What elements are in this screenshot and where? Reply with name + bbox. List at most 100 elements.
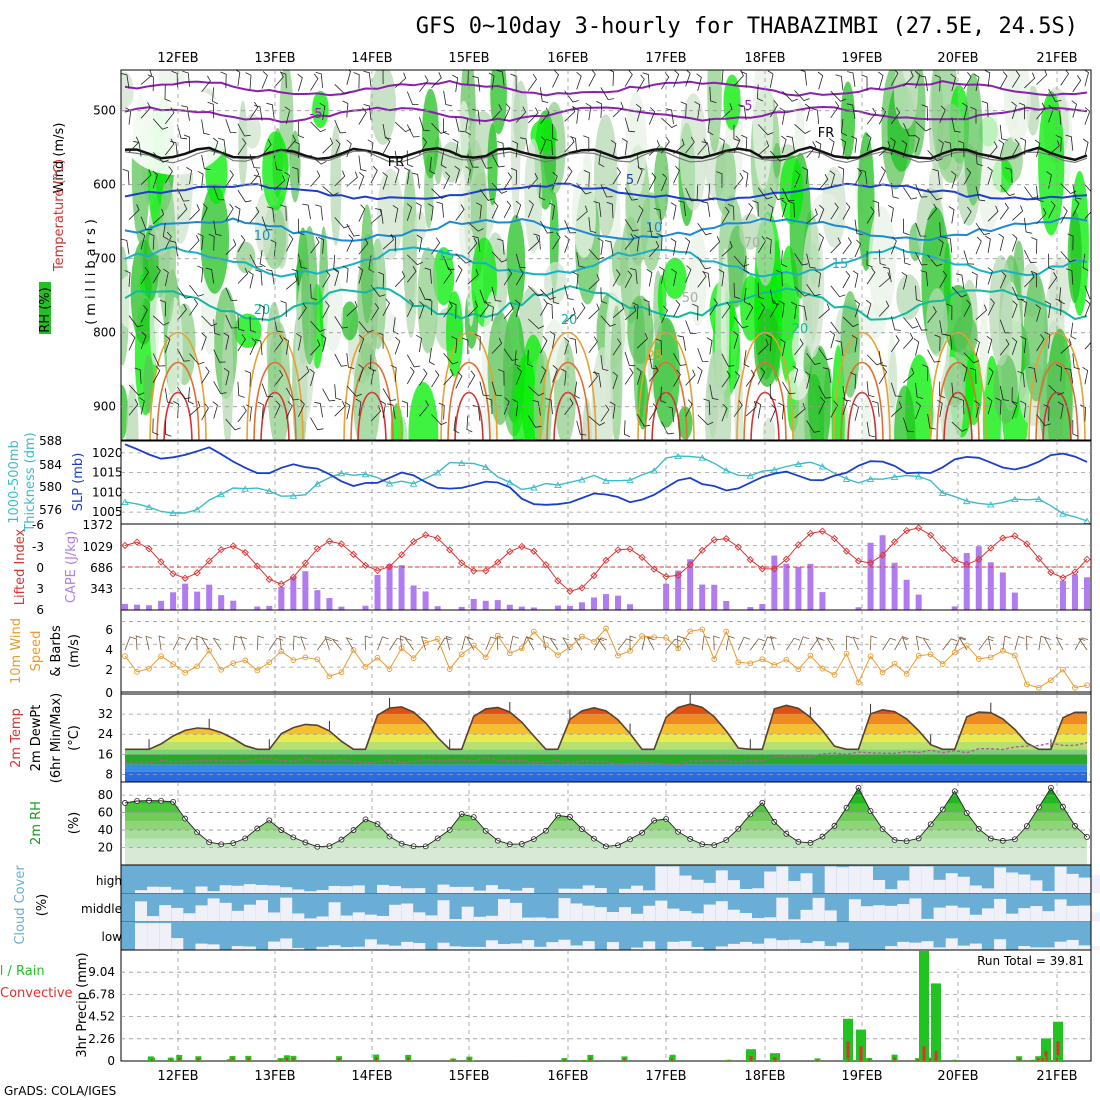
wind-barb <box>806 208 818 224</box>
cloud-cell <box>425 915 438 922</box>
cloud-cell <box>231 885 244 894</box>
wind-barb <box>540 107 550 125</box>
wind-barb <box>201 403 209 421</box>
wind-barb <box>975 150 983 167</box>
wind-barb <box>1084 341 1091 350</box>
wind-barb <box>1072 353 1081 370</box>
wind-barb <box>128 384 145 396</box>
wind-barb <box>419 116 430 132</box>
wind-barb <box>697 414 714 426</box>
rh-shade <box>868 206 896 319</box>
wind-barb <box>915 382 924 399</box>
wind-barb <box>225 239 237 255</box>
wind-barb <box>999 385 1010 401</box>
wind-barb <box>624 219 639 232</box>
wind-barb <box>648 365 659 382</box>
wind-barb <box>1055 134 1062 152</box>
wind-barb <box>164 138 175 156</box>
precip-tick: 6.78 <box>88 987 115 1001</box>
wind-barb <box>939 320 948 336</box>
precip-small-conv <box>452 1059 455 1061</box>
wind-barb <box>648 172 657 190</box>
temp-label-3: (6hr Min/Max) <box>49 693 64 783</box>
cloud-cell <box>776 866 789 894</box>
wind-barb <box>213 381 227 395</box>
wind-barb <box>757 187 773 200</box>
wind-barb <box>540 136 547 154</box>
wind-barb <box>164 231 172 250</box>
cloud-cell <box>449 886 462 894</box>
cape-bar <box>218 595 225 610</box>
precip-conv-bar <box>749 1056 753 1061</box>
wind-barb <box>220 71 227 89</box>
wind-barb <box>201 154 211 171</box>
wind-barb <box>467 237 478 255</box>
wind-barb <box>486 397 493 415</box>
li-marker <box>301 559 310 567</box>
cloud-cell <box>510 890 523 894</box>
cloud-cell <box>1042 911 1055 922</box>
cloud-cell <box>1078 905 1091 922</box>
wind-barb <box>527 350 534 367</box>
wind-barb <box>479 289 491 304</box>
wind-barb <box>757 282 765 300</box>
wind-barb <box>791 301 797 319</box>
wind-barb <box>261 139 272 156</box>
wind-barb <box>467 300 479 317</box>
wind-barb <box>503 348 518 361</box>
wind-barb <box>443 171 451 190</box>
wind-barb <box>390 364 397 382</box>
wind-barb <box>342 100 349 118</box>
wind-barb <box>266 206 275 223</box>
wind-barb <box>474 333 481 351</box>
li-marker <box>854 557 863 565</box>
wind-barb <box>298 218 305 236</box>
wind-barb <box>128 333 136 351</box>
cloud-cell <box>485 885 498 894</box>
precip-total-label: Total / Rain <box>0 964 45 979</box>
wind-barb <box>528 172 539 190</box>
rh-shade <box>414 211 427 243</box>
wind-barb <box>1084 299 1091 318</box>
cloud-cell <box>643 890 656 894</box>
wind-barb <box>942 638 958 651</box>
wind-barb <box>436 201 444 218</box>
precip-small-conv <box>847 1059 850 1061</box>
wind-barb <box>419 286 432 301</box>
wind-barb <box>292 635 301 651</box>
wind-barb <box>491 337 503 354</box>
wind-barb <box>310 339 321 356</box>
wind-barb <box>984 70 991 87</box>
date-label-top: 14FEB <box>351 51 392 66</box>
wind-barb <box>987 298 995 316</box>
wind-barb <box>249 168 260 186</box>
wind-barb <box>915 401 921 420</box>
rh-shade <box>445 291 464 377</box>
wind-barb <box>1012 205 1024 221</box>
cape-bar <box>530 607 537 610</box>
wind-barb <box>273 317 284 333</box>
wind-barb <box>491 251 508 263</box>
wind-label-1: 10m Wind <box>9 618 24 684</box>
cloud-cell <box>921 866 934 894</box>
wind-barb <box>878 166 886 184</box>
cloud-cell <box>655 866 668 894</box>
wind-barb <box>646 269 653 287</box>
wind-barb <box>455 204 465 221</box>
wind-barb <box>455 265 463 283</box>
wind-barb <box>999 338 1010 356</box>
wind-barb <box>1005 167 1013 184</box>
cloud-cell <box>316 916 329 922</box>
wind-barb <box>927 203 938 221</box>
cloud-cell <box>256 884 268 894</box>
wind-barb <box>913 338 920 356</box>
cloud-cell <box>1078 945 1091 950</box>
wind-barb <box>292 166 299 184</box>
wind-barb <box>392 317 399 335</box>
wind-barb <box>915 635 923 651</box>
rh-shade <box>894 385 916 440</box>
contour-warm-lobe <box>929 332 987 440</box>
wind-barb <box>389 234 396 252</box>
rh-shade <box>812 193 840 225</box>
wind-barb <box>407 254 423 266</box>
